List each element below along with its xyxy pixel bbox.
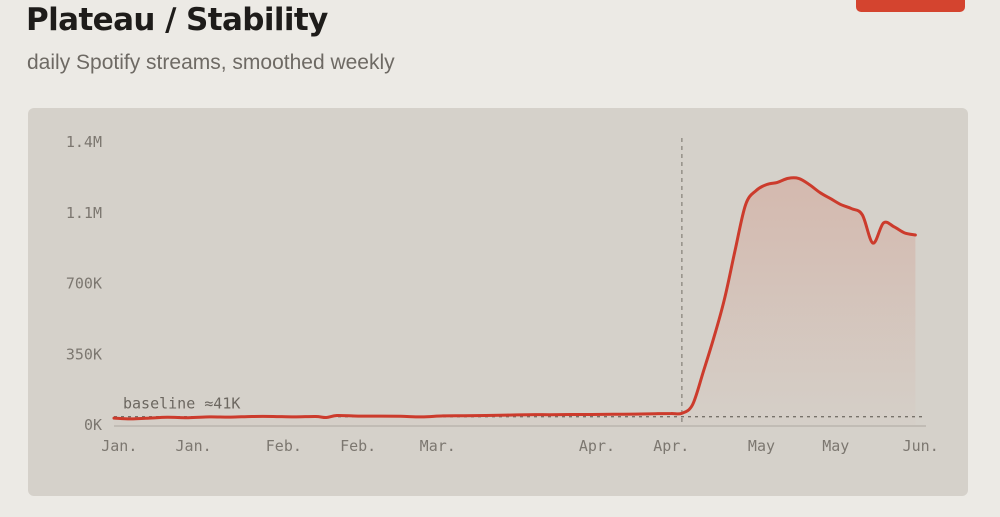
x-tick-label: Jan. [101, 437, 137, 455]
x-tick-label: Feb. [266, 437, 302, 455]
x-tick-label: Feb. [340, 437, 376, 455]
chart-card: 0K 350K 700K 1.1M 1.4M Jan. Jan. Feb. Feb. Mar. A… [28, 108, 968, 496]
x-tick-label: Jun. [903, 437, 939, 455]
x-tick-label: May [748, 437, 775, 455]
x-tick-label: Apr. [653, 437, 689, 455]
streams-chart: 0K 350K 700K 1.1M 1.4M Jan. Jan. Feb. Feb. Mar. A… [66, 133, 939, 455]
streams-area [114, 177, 916, 425]
y-axis: 0K 350K 700K 1.1M 1.4M [66, 133, 102, 434]
x-tick-label: Mar. [420, 437, 456, 455]
x-tick-label: Apr. [579, 437, 615, 455]
y-tick-label: 1.1M [66, 204, 102, 222]
baseline-label: baseline ≈41K [123, 395, 240, 413]
streams-line [112, 176, 917, 421]
y-tick-label: 0K [84, 416, 102, 434]
page-subtitle: daily Spotify streams, smoothed weekly [27, 51, 395, 74]
action-button[interactable] [856, 0, 965, 12]
x-tick-label: May [822, 437, 849, 455]
x-tick-label: Jan. [176, 437, 212, 455]
y-tick-label: 700K [66, 275, 102, 293]
y-tick-label: 1.4M [66, 133, 102, 151]
y-tick-label: 350K [66, 345, 102, 363]
x-axis: Jan. Jan. Feb. Feb. Mar. Apr. Apr. May May Jun. [101, 437, 939, 455]
page-title: Plateau / Stability [26, 2, 328, 38]
